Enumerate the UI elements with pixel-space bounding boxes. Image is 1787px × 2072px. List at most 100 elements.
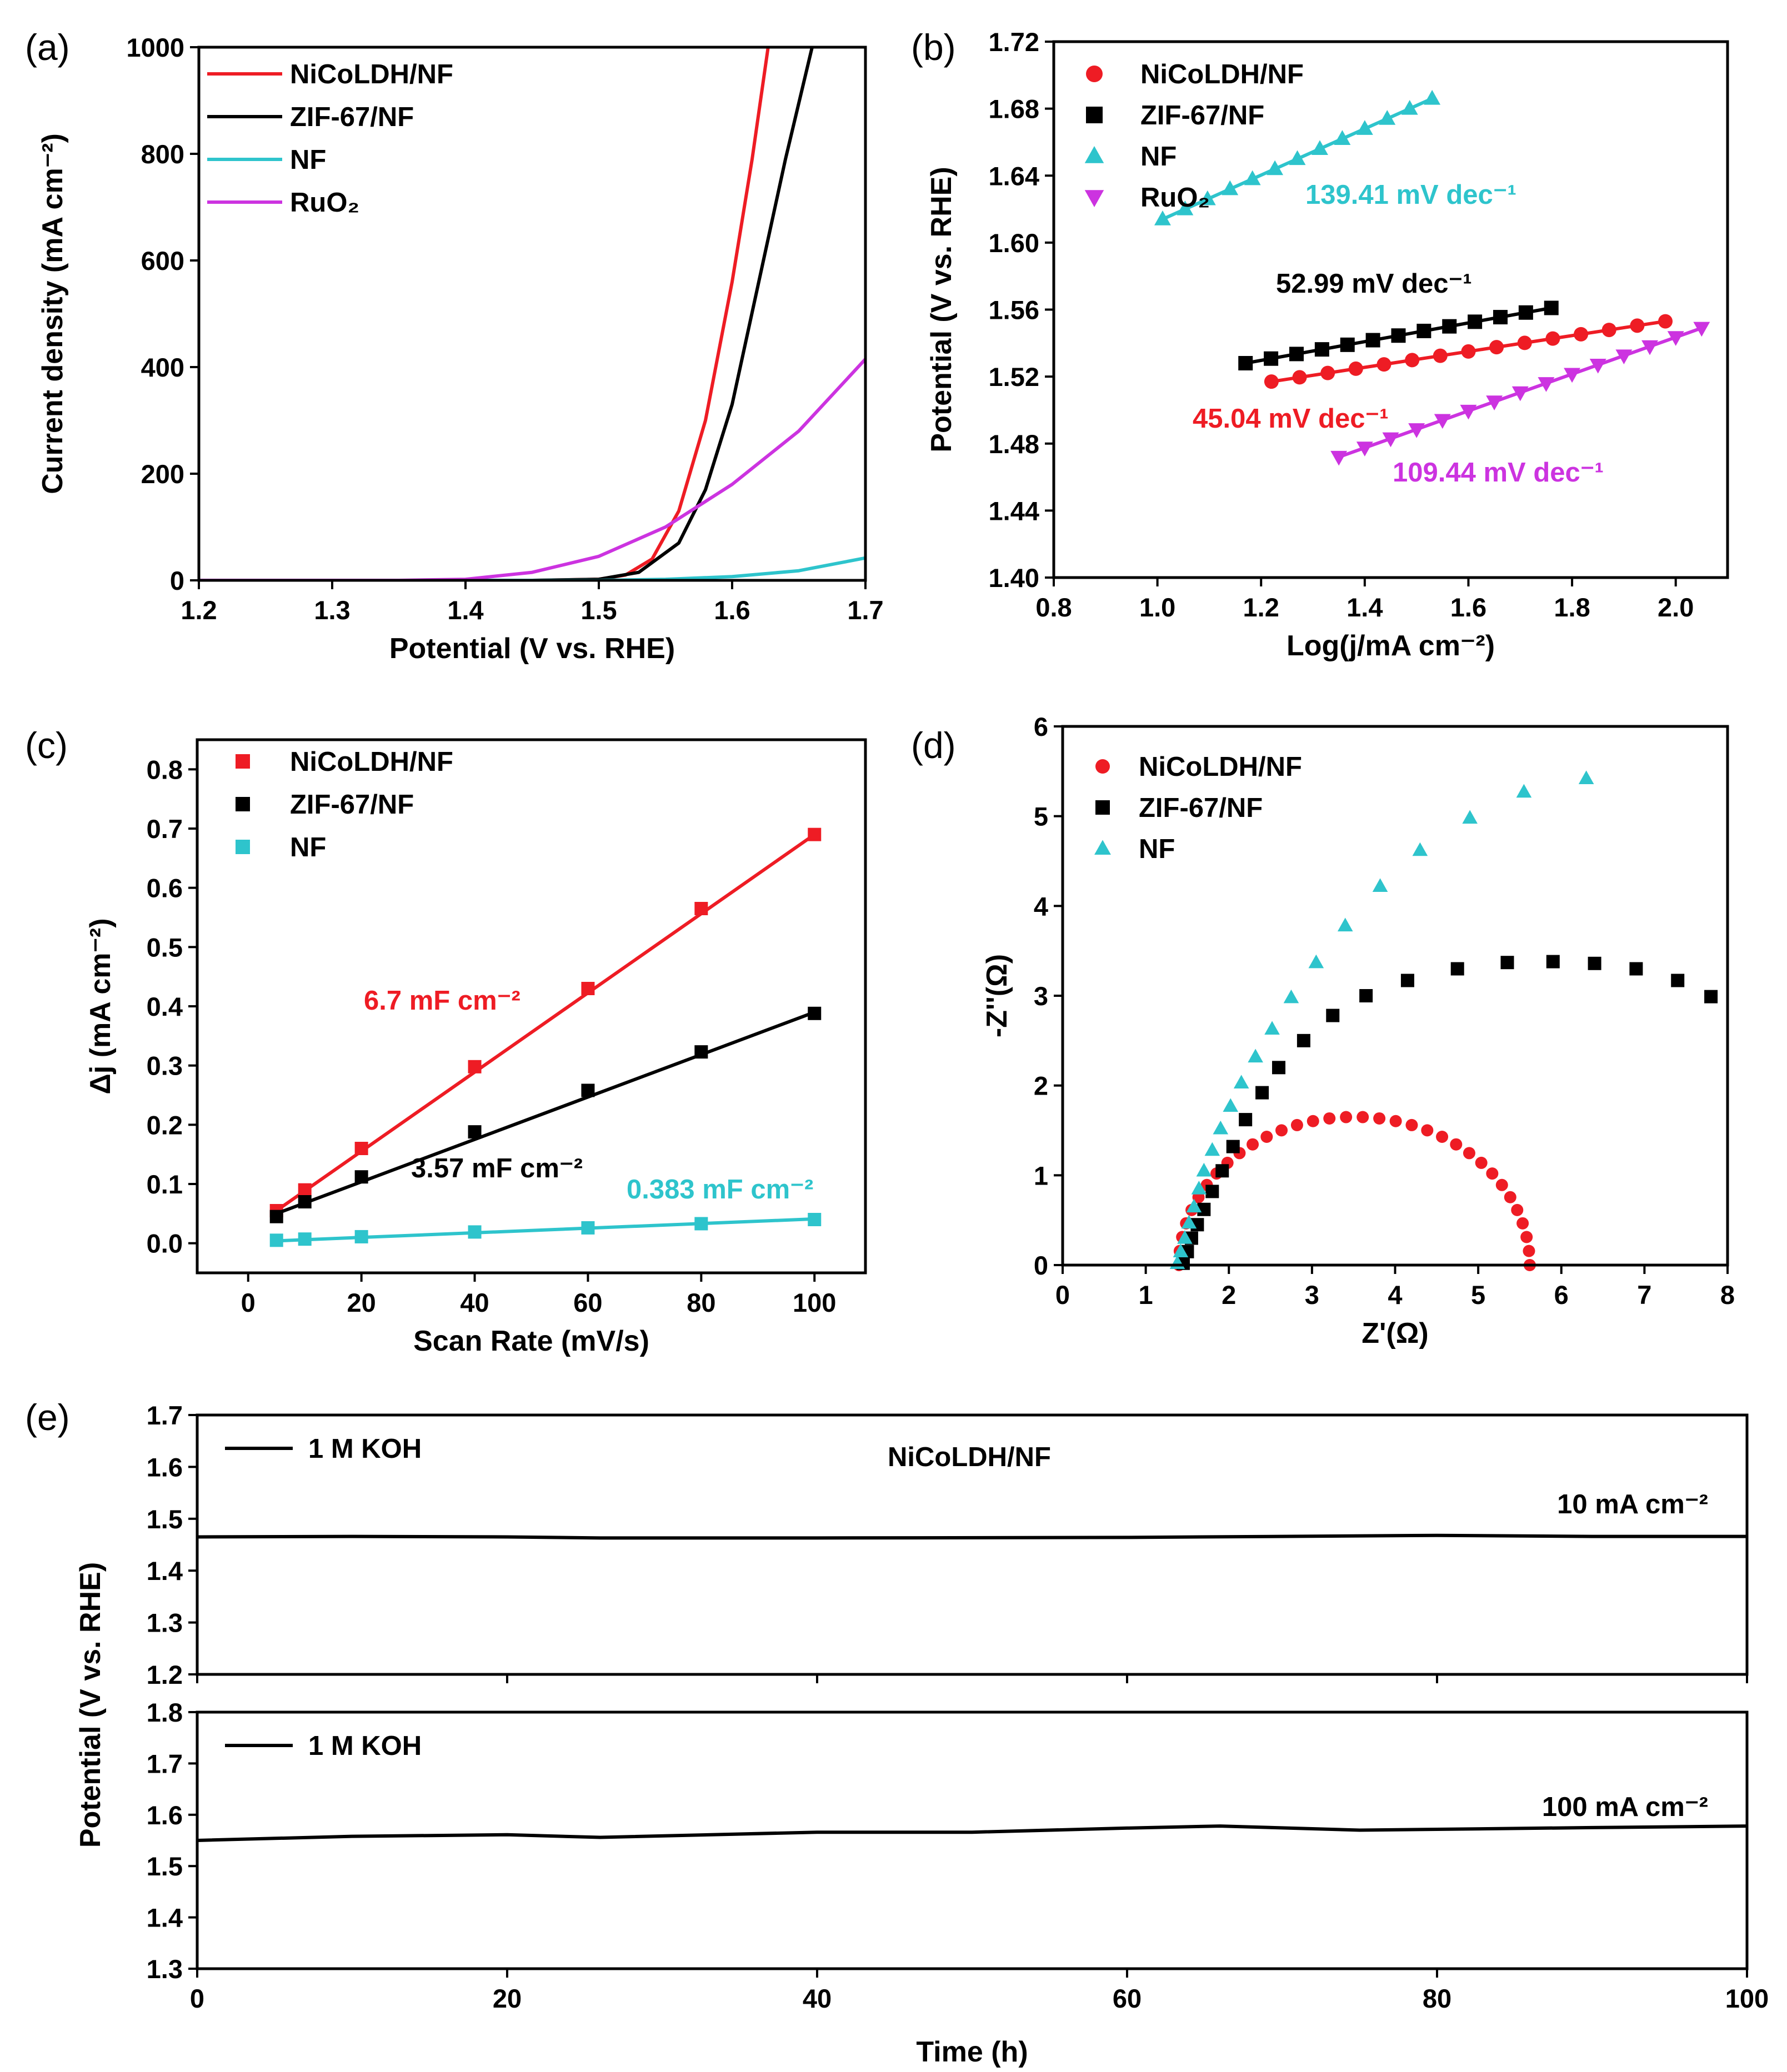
x-tick-label: 80 xyxy=(687,1288,715,1317)
data-point xyxy=(1629,962,1643,976)
data-point xyxy=(1489,340,1504,355)
x-tick-label: 2.0 xyxy=(1658,593,1694,622)
data-point xyxy=(1213,1120,1229,1135)
x-tick-label: 2 xyxy=(1222,1280,1236,1310)
x-axis-label: Potential (V vs. RHE) xyxy=(389,633,675,665)
data-point xyxy=(1433,348,1448,363)
x-tick-label: 1.3 xyxy=(314,595,350,625)
data-point xyxy=(1244,170,1261,185)
y-tick-label: 0.6 xyxy=(147,874,183,903)
data-point xyxy=(1379,110,1396,125)
data-point xyxy=(1436,1130,1449,1143)
x-tick-label: 1.6 xyxy=(1450,593,1486,622)
y-tick-label: 0 xyxy=(170,566,184,595)
x-tick-label: 40 xyxy=(460,1288,489,1317)
data-point xyxy=(1086,107,1103,123)
panel-a: (a) 1.2 1.3 1.4 1.5 1.6 1.7 0 200 400 600 800 1000 Po… xyxy=(25,27,884,665)
data-point xyxy=(1238,356,1253,370)
data-point xyxy=(1272,1061,1286,1075)
y-axis-label: Δj (mA cm⁻²) xyxy=(84,918,117,1094)
panel-label: (a) xyxy=(25,27,70,68)
data-point xyxy=(1086,66,1103,82)
y-tick-label: 1.6 xyxy=(147,1452,183,1482)
data-point xyxy=(1460,404,1477,420)
series-line xyxy=(197,1533,1747,1540)
y-tick-label: 1.6 xyxy=(147,1800,183,1830)
data-point xyxy=(1574,327,1589,342)
data-point xyxy=(1330,450,1348,466)
x-tick-label: 80 xyxy=(1423,1984,1451,2013)
data-point xyxy=(1233,1075,1249,1089)
data-point xyxy=(354,1170,368,1184)
x-tick-label: 8 xyxy=(1720,1280,1735,1310)
legend-label: NF xyxy=(290,832,326,862)
y-tick-label: 1.44 xyxy=(989,496,1039,525)
y-axis-label: Current density (mA cm⁻²) xyxy=(37,133,69,494)
x-tick-label: 4 xyxy=(1388,1280,1402,1310)
data-point xyxy=(1416,323,1431,338)
data-point xyxy=(1340,337,1355,352)
data-point xyxy=(236,754,250,769)
y-tick-label: 0.8 xyxy=(147,755,183,784)
data-point xyxy=(1204,1142,1220,1156)
data-point xyxy=(1290,1118,1303,1131)
data-point xyxy=(1516,1217,1529,1230)
x-tick-label: 1.2 xyxy=(1243,593,1279,622)
data-point xyxy=(1400,974,1414,987)
x-tick-label: 20 xyxy=(493,1984,522,2013)
data-point xyxy=(1222,180,1239,195)
data-point xyxy=(808,1213,822,1226)
legend-label: RuO₂ xyxy=(290,188,359,218)
panel-e: (e) 1.2 1.3 1.4 1.5 1.6 1.7 1 M KOH 10 mA cm⁻² 0 2… xyxy=(25,1397,1769,2068)
data-point xyxy=(1511,386,1529,402)
data-point xyxy=(1504,1191,1516,1203)
x-axis-label: Scan Rate (mV/s) xyxy=(413,1325,649,1357)
data-point xyxy=(1630,318,1645,333)
data-point xyxy=(1405,353,1420,368)
data-point xyxy=(1615,349,1633,365)
data-point xyxy=(1589,358,1606,374)
y-tick-label: 1.40 xyxy=(989,563,1039,593)
data-point xyxy=(1292,370,1307,385)
data-point xyxy=(1658,314,1673,329)
y-tick-label: 1.60 xyxy=(989,228,1039,258)
tafel-slope-label: 45.04 mV dec⁻¹ xyxy=(1193,404,1389,434)
data-point xyxy=(1401,100,1418,115)
data-point xyxy=(1334,130,1351,145)
y-tick-label: 0.3 xyxy=(147,1051,183,1081)
data-point xyxy=(1408,423,1425,438)
data-point xyxy=(1545,331,1560,346)
data-point xyxy=(1312,140,1328,155)
legend-label: RuO₂ xyxy=(1140,183,1210,213)
y-tick-label: 1.7 xyxy=(147,1401,183,1430)
y-tick-label: 1.2 xyxy=(147,1660,183,1689)
data-point xyxy=(1340,1111,1353,1123)
data-point xyxy=(1463,1147,1475,1160)
panel-label: (e) xyxy=(25,1397,70,1438)
legend-label: NF xyxy=(1139,834,1175,864)
x-tick-label: 6 xyxy=(1554,1280,1569,1310)
data-point xyxy=(1173,1243,1189,1257)
data-point xyxy=(1359,989,1373,1002)
x-tick-label: 1 xyxy=(1139,1280,1153,1310)
y-tick-label: 5 xyxy=(1034,802,1048,831)
y-tick-label: 6 xyxy=(1034,712,1048,741)
x-tick-label: 0 xyxy=(190,1984,204,2013)
data-point xyxy=(1215,1164,1229,1178)
data-point xyxy=(1289,150,1306,165)
x-axis-label: Z'(Ω) xyxy=(1361,1317,1428,1349)
data-point xyxy=(1405,1118,1418,1131)
y-axis-label: Potential (V vs. RHE) xyxy=(74,1562,107,1848)
data-point xyxy=(1267,160,1284,175)
x-tick-label: 0 xyxy=(1055,1280,1070,1310)
x-tick-label: 0 xyxy=(241,1288,256,1317)
y-tick-label: 0.7 xyxy=(147,814,183,844)
data-point xyxy=(1450,962,1464,976)
x-tick-label: 7 xyxy=(1637,1280,1651,1310)
data-point xyxy=(1314,342,1329,357)
data-point xyxy=(1461,344,1476,359)
data-point xyxy=(1337,917,1353,932)
y-tick-label: 800 xyxy=(141,139,184,169)
capacitance-label: 6.7 mF cm⁻² xyxy=(364,986,520,1016)
data-point xyxy=(298,1232,312,1246)
